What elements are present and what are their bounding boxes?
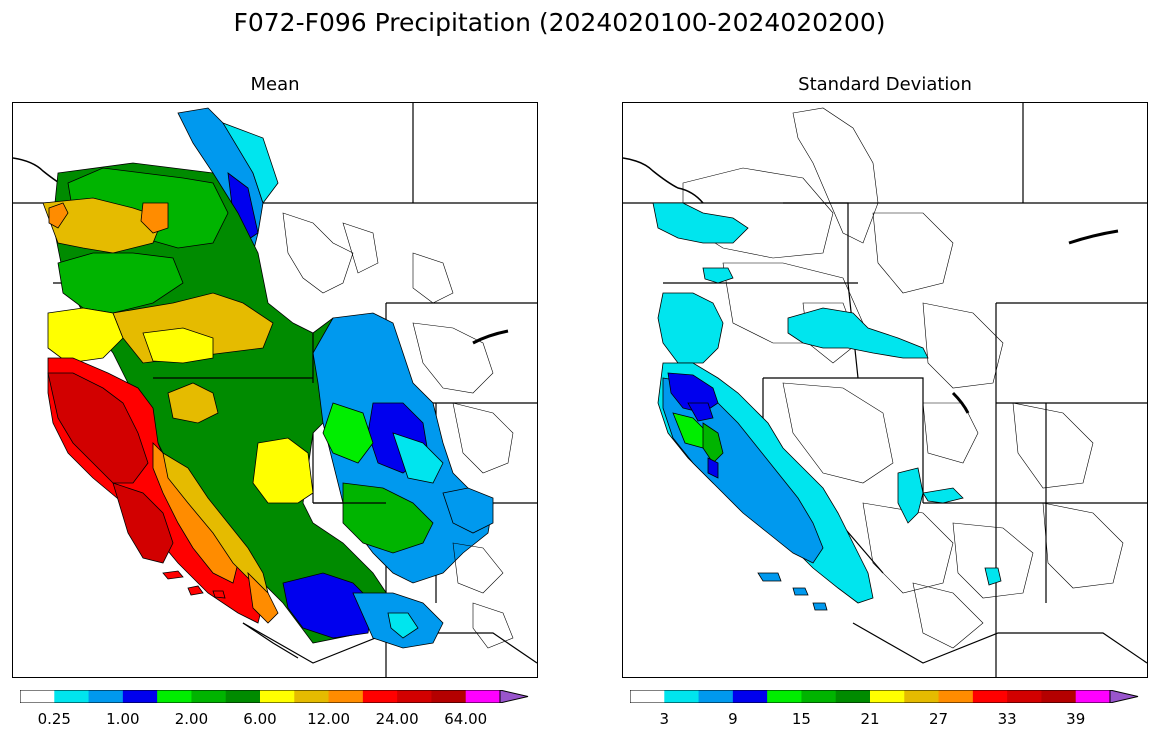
mean-panel-title: Mean: [250, 74, 300, 95]
mean-map: [12, 102, 538, 678]
colorbar-tick-label: 33: [997, 710, 1017, 728]
std-panel-title: Standard Deviation: [798, 74, 972, 95]
colorbar-segment: [362, 690, 398, 703]
boundary-overlay: [153, 333, 386, 659]
colorbar-segment: [465, 690, 501, 703]
colorbar-tick-label: 3: [659, 710, 670, 728]
colorbar-segment: [122, 690, 158, 703]
colorbar-tick-label: 64.00: [444, 710, 488, 728]
colorbar-tick-label: 6.00: [243, 710, 277, 728]
colorbar-segment: [664, 690, 700, 703]
figure-title: F072-F096 Precipitation (2024020100-2024…: [233, 8, 886, 37]
colorbar-segment: [1075, 690, 1111, 703]
basin-outlines-east: [282, 212, 514, 649]
colorbar-segment: [972, 690, 1008, 703]
colorbar-segment: [431, 690, 467, 703]
colorbar-segment: [1007, 690, 1042, 703]
colorbar-tick-label: 24.00: [375, 710, 419, 728]
colorbar-segment: [938, 690, 974, 703]
std-map: [622, 102, 1148, 678]
colorbar-tick-label: 2.00: [174, 710, 209, 728]
colorbar-segment: [767, 690, 802, 703]
colorbar-tick-label: 0.25: [37, 710, 71, 728]
colorbar-tick-label: 27: [929, 710, 949, 728]
colorbar-tick-label: 12.00: [307, 710, 351, 728]
colorbar-segment: [870, 690, 905, 703]
mean-precip-regions: [42, 107, 494, 649]
colorbar-tick-label: 9: [728, 710, 738, 728]
colorbar-segment: [732, 690, 768, 703]
colorbar-tick-label: 15: [791, 710, 811, 728]
colorbar-segment: [54, 690, 90, 703]
colorbar-segment: [630, 690, 665, 703]
colorbar-segment: [88, 690, 124, 703]
colorbar-segment: [225, 690, 261, 703]
colorbar-segment: [20, 690, 55, 703]
colorbar-tick-label: 1.00: [106, 710, 140, 728]
colorbar-tick-label: 39: [1066, 710, 1086, 728]
mean-map-svg: [13, 103, 537, 677]
colorbar-segment: [1041, 690, 1077, 703]
mean-colorbar: [20, 690, 529, 703]
colorbar-segment: [157, 690, 192, 703]
colorbar-segment: [328, 690, 364, 703]
std-colorbar: [630, 690, 1139, 703]
colorbar-segment: [294, 690, 330, 703]
colorbar-segment: [260, 690, 295, 703]
colorbar-segment: [801, 690, 837, 703]
colorbar-segment: [904, 690, 940, 703]
colorbar-segment: [191, 690, 227, 703]
colorbar-segment: [397, 690, 432, 703]
std-precip-regions: [652, 202, 1002, 611]
std-map-svg: [623, 103, 1147, 677]
colorbar-segment: [698, 690, 734, 703]
colorbar-segment: [835, 690, 871, 703]
colorbar-tick-label: 21: [860, 710, 880, 728]
